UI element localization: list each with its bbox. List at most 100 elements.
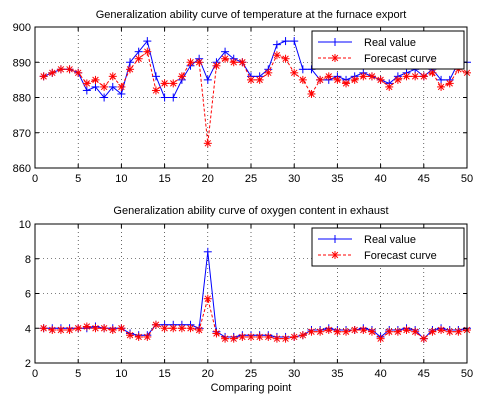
- data-point: [82, 79, 91, 88]
- data-point: [143, 37, 152, 46]
- data-point: [238, 332, 247, 341]
- data-point: [307, 89, 316, 98]
- x-tick-label: 35: [331, 173, 343, 185]
- x-tick-label: 20: [202, 368, 214, 380]
- data-point: [186, 324, 195, 333]
- data-point: [229, 334, 238, 343]
- data-point: [359, 325, 368, 334]
- x-tick-label: 25: [245, 173, 257, 185]
- y-tick-label: 4: [25, 323, 31, 335]
- data-point: [203, 294, 212, 303]
- data-point: [272, 51, 281, 60]
- data-point: [454, 327, 463, 336]
- data-point: [316, 327, 325, 336]
- data-point: [281, 37, 290, 46]
- data-point: [134, 47, 143, 56]
- data-point: [39, 72, 48, 81]
- x-tick-label: 35: [331, 368, 343, 380]
- data-point: [437, 82, 446, 91]
- x-tick-label: 30: [288, 173, 300, 185]
- data-point: [419, 334, 428, 343]
- y-tick-label: 870: [13, 128, 31, 140]
- data-point: [108, 82, 117, 91]
- data-point: [212, 329, 221, 338]
- data-point: [264, 332, 273, 341]
- y-tick-label: 8: [25, 254, 31, 266]
- chart-2: Generalization ability curve of oxygen c…: [19, 205, 473, 394]
- data-point: [264, 68, 273, 77]
- x-tick-label: 50: [461, 173, 473, 185]
- data-point: [290, 332, 299, 341]
- series-line-1: [43, 40, 467, 99]
- y-tick-label: 900: [13, 22, 31, 34]
- x-tick-label: 0: [32, 173, 38, 185]
- data-point: [367, 327, 376, 336]
- data-point: [342, 79, 351, 88]
- data-point: [428, 68, 437, 77]
- data-point: [255, 75, 264, 84]
- data-point: [316, 75, 325, 84]
- data-point: [177, 324, 186, 333]
- data-point: [221, 334, 230, 343]
- data-point: [350, 75, 359, 84]
- x-tick-label: 50: [461, 368, 473, 380]
- data-point: [126, 331, 135, 340]
- data-point: [65, 325, 74, 334]
- data-point: [238, 58, 247, 67]
- data-point: [419, 72, 428, 81]
- data-point: [100, 82, 109, 91]
- data-point: [74, 68, 83, 77]
- y-tick-label: 860: [13, 163, 31, 175]
- data-point: [39, 324, 48, 333]
- data-point: [74, 324, 83, 333]
- data-point: [247, 75, 255, 84]
- legend: Real value Forecast curve: [311, 30, 465, 70]
- data-point: [221, 54, 230, 63]
- x-axis-label: Comparing point: [211, 382, 292, 394]
- data-point: [342, 327, 351, 336]
- data-point: [108, 325, 117, 334]
- data-point: [281, 54, 290, 63]
- data-point: [91, 324, 100, 333]
- data-point: [402, 72, 411, 81]
- x-tick-label: 40: [374, 368, 386, 380]
- data-point: [298, 75, 307, 84]
- legend-label: Real value: [364, 234, 416, 246]
- data-point: [437, 325, 446, 334]
- data-point: [298, 331, 307, 340]
- data-point: [290, 68, 299, 77]
- legend-marker: [331, 54, 339, 62]
- chart-title: Generalization ability curve of temperat…: [96, 9, 407, 21]
- legend-label: Forecast curve: [364, 53, 437, 65]
- data-point: [91, 82, 100, 91]
- x-tick-label: 45: [418, 368, 430, 380]
- data-point: [126, 65, 135, 74]
- data-point: [169, 93, 178, 102]
- data-point: [203, 247, 212, 256]
- x-tick-label: 5: [75, 173, 81, 185]
- y-tick-label: 6: [25, 289, 31, 301]
- data-point: [255, 332, 264, 341]
- data-point: [177, 72, 186, 81]
- x-tick-label: 5: [75, 368, 81, 380]
- x-tick-label: 20: [202, 173, 214, 185]
- chart-1: Generalization ability curve of temperat…: [13, 9, 473, 185]
- data-point: [100, 93, 109, 102]
- data-point: [333, 327, 342, 336]
- data-point: [402, 325, 411, 334]
- data-point: [117, 324, 126, 333]
- y-tick-label: 890: [13, 57, 31, 69]
- data-point: [333, 75, 342, 84]
- data-point: [151, 86, 160, 95]
- y-tick-label: 2: [25, 358, 31, 370]
- data-point: [307, 327, 316, 336]
- x-tick-label: 15: [158, 368, 170, 380]
- legend-box: [311, 227, 465, 267]
- data-point: [212, 61, 221, 70]
- data-point: [221, 47, 230, 56]
- data-point: [91, 75, 100, 84]
- data-point: [56, 325, 65, 334]
- data-point: [134, 54, 143, 63]
- data-point: [272, 334, 281, 343]
